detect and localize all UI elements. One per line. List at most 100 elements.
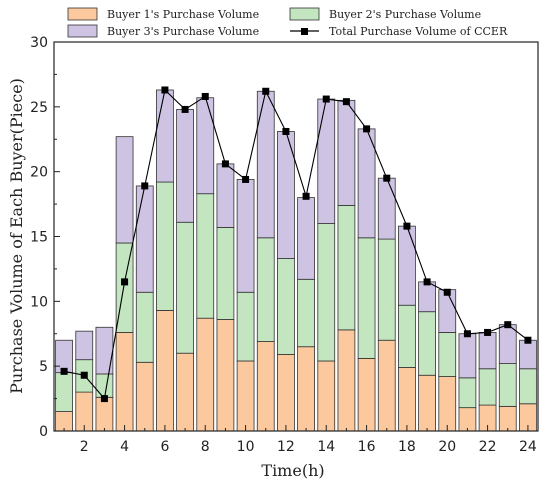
legend-swatch-buyer1 <box>67 7 98 21</box>
legend-swatch-buyer3 <box>67 24 98 38</box>
bar-buyer1-hour-10 <box>236 360 255 432</box>
total-marker-hour-6 <box>161 86 169 94</box>
bar-buyer1-hour-9 <box>216 319 235 432</box>
legend-label-buyer2: Buyer 2's Purchase Volume <box>329 8 481 21</box>
total-marker-hour-20 <box>443 288 451 296</box>
bar-buyer1-hour-5 <box>135 361 154 432</box>
total-marker-hour-17 <box>383 174 391 182</box>
bar-buyer1-hour-3 <box>95 396 114 432</box>
bar-buyer3-hour-1 <box>55 339 73 374</box>
bar-buyer2-hour-10 <box>236 291 255 362</box>
bar-buyer2-hour-13 <box>297 278 315 348</box>
x-tick-label-14: 14 <box>317 439 335 455</box>
bar-buyer3-hour-2 <box>75 330 94 361</box>
bar-buyer2-hour-14 <box>317 223 336 362</box>
x-tick-label-18: 18 <box>398 439 416 455</box>
total-marker-hour-12 <box>282 127 290 135</box>
legend-label-buyer1: Buyer 1's Purchase Volume <box>107 8 259 21</box>
bar-buyer2-hour-9 <box>216 227 235 320</box>
total-marker-hour-24 <box>524 336 532 344</box>
bar-buyer3-hour-10 <box>236 179 255 293</box>
total-marker-hour-14 <box>322 95 330 103</box>
y-tick-label-15: 15 <box>30 230 48 246</box>
bar-buyer2-hour-3 <box>95 373 114 398</box>
bar-buyer1-hour-17 <box>377 339 396 432</box>
bar-buyer3-hour-4 <box>115 136 134 244</box>
total-marker-hour-21 <box>463 330 471 338</box>
bar-buyer3-hour-18 <box>398 225 416 306</box>
bar-buyer1-hour-7 <box>176 352 194 432</box>
x-tick-label-20: 20 <box>438 439 456 455</box>
total-marker-hour-13 <box>302 192 310 200</box>
bar-buyer2-hour-22 <box>478 368 497 406</box>
bar-buyer2-hour-21 <box>458 377 477 409</box>
y-axis-title: Purchase Volume of Each Buyer(Piece) <box>7 78 26 394</box>
bar-buyer3-hour-13 <box>297 197 315 280</box>
bar-buyer2-hour-11 <box>256 237 275 342</box>
bars-layer <box>55 89 537 432</box>
bar-buyer2-hour-16 <box>357 237 376 359</box>
bar-buyer1-hour-23 <box>498 405 517 432</box>
bar-buyer1-hour-15 <box>337 329 356 432</box>
total-marker-hour-9 <box>221 160 229 168</box>
bar-buyer3-hour-8 <box>196 97 215 195</box>
legend-swatch-buyer2 <box>289 7 320 21</box>
bar-buyer3-hour-21 <box>458 333 477 379</box>
bar-buyer1-hour-4 <box>115 332 134 432</box>
bar-buyer2-hour-17 <box>377 238 396 341</box>
legend: Buyer 1's Purchase Volume Buyer 2's Purc… <box>67 7 508 38</box>
total-marker-hour-18 <box>403 222 411 230</box>
bar-buyer3-hour-5 <box>135 185 154 293</box>
y-tick-label-30: 30 <box>30 35 48 51</box>
legend-label-total: Total Purchase Volume of CCER <box>329 25 508 38</box>
bar-buyer3-hour-23 <box>498 324 517 364</box>
x-tick-label-12: 12 <box>277 439 295 455</box>
total-line-layer <box>60 86 532 403</box>
bar-buyer2-hour-20 <box>438 332 457 377</box>
x-tick-label-16: 16 <box>358 439 376 455</box>
total-marker-hour-2 <box>80 371 88 379</box>
x-tick-label-2: 2 <box>80 439 89 455</box>
bar-buyer2-hour-23 <box>498 363 517 407</box>
total-marker-hour-5 <box>141 182 149 190</box>
total-marker-hour-22 <box>484 328 492 336</box>
total-marker-hour-11 <box>262 87 270 95</box>
bar-buyer2-hour-7 <box>176 221 194 354</box>
bar-buyer3-hour-14 <box>317 98 336 224</box>
bar-buyer2-hour-5 <box>135 291 154 363</box>
bar-buyer2-hour-8 <box>196 193 215 319</box>
total-line <box>63 88 529 400</box>
legend-marker-total <box>301 28 308 35</box>
x-tick-label-8: 8 <box>201 439 210 455</box>
bar-buyer3-hour-16 <box>357 128 376 239</box>
y-tick-label-0: 0 <box>39 424 48 440</box>
total-marker-hour-23 <box>504 321 512 329</box>
bar-buyer3-hour-24 <box>519 339 537 370</box>
bar-buyer2-hour-6 <box>156 181 174 311</box>
bar-buyer1-hour-19 <box>418 374 436 432</box>
bar-buyer2-hour-12 <box>277 258 295 355</box>
y-tick-label-5: 5 <box>39 359 48 375</box>
total-marker-hour-4 <box>121 278 129 286</box>
bar-buyer1-hour-18 <box>398 367 416 432</box>
bar-buyer2-hour-24 <box>519 368 537 405</box>
total-marker-hour-19 <box>423 278 431 286</box>
x-tick-label-10: 10 <box>237 439 255 455</box>
bar-buyer2-hour-18 <box>398 304 416 368</box>
x-tick-label-24: 24 <box>519 439 537 455</box>
x-tick-label-22: 22 <box>479 439 497 455</box>
total-marker-hour-10 <box>242 175 250 183</box>
bar-buyer3-hour-17 <box>377 177 396 240</box>
bar-buyer1-hour-6 <box>156 310 174 432</box>
bar-buyer2-hour-19 <box>418 311 436 376</box>
legend-label-buyer3: Buyer 3's Purchase Volume <box>107 25 259 38</box>
x-tick-label-6: 6 <box>160 439 169 455</box>
y-tick-label-25: 25 <box>30 100 48 116</box>
total-marker-hour-16 <box>363 125 371 133</box>
bar-buyer3-hour-15 <box>337 99 356 206</box>
bar-buyer1-hour-14 <box>317 360 336 432</box>
bar-buyer1-hour-20 <box>438 376 457 432</box>
total-marker-hour-7 <box>181 105 189 113</box>
